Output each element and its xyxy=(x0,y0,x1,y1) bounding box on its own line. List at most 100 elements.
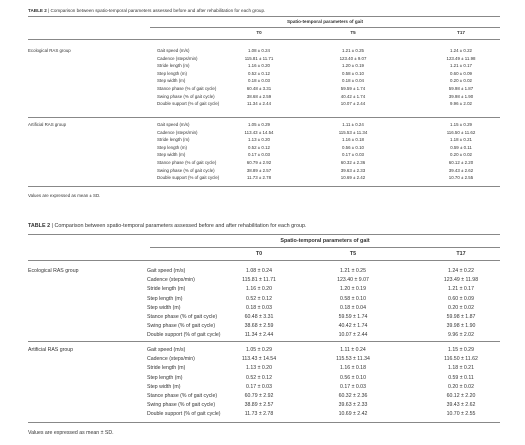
row-value: 9.96 ± 2.02 xyxy=(448,332,474,339)
column-header-t0: T0 xyxy=(256,30,262,35)
row-value: 115.81 ± 11.71 xyxy=(242,277,276,284)
row-parameter: Stance phase (% of gait cycle) xyxy=(157,160,217,165)
row-value: 123.49 ± 11.98 xyxy=(443,277,479,284)
table-caption: TABLE 2 | Comparison between spatio-temp… xyxy=(28,8,265,13)
row-value: 1.21 ± 0.25 xyxy=(342,48,364,53)
table-bottom-rule xyxy=(28,186,500,187)
header-rule xyxy=(28,39,500,40)
row-value: 39.63 ± 2.33 xyxy=(340,167,366,173)
column-header-t5: T5 xyxy=(349,251,357,257)
row-value: 1.20 ± 0.19 xyxy=(340,286,366,293)
row-value: 59.59 ± 1.74 xyxy=(338,314,368,320)
row-value: 116.50 ± 11.62 xyxy=(444,356,478,363)
row-value: 1.13 ± 0.20 xyxy=(246,365,272,372)
group-name: Ecological RAS group xyxy=(28,268,79,274)
column-header-t0: T0 xyxy=(255,251,263,257)
row-value: 10.07 ± 2.44 xyxy=(340,101,366,107)
row-value: 1.21 ± 0.25 xyxy=(340,268,366,274)
row-value: 0.52 ± 0.12 xyxy=(248,144,270,150)
row-value: 0.56 ± 0.10 xyxy=(342,144,364,150)
group-name: Artificial RAS group xyxy=(28,122,67,127)
row-value: 115.81 ± 11.71 xyxy=(244,55,274,61)
row-value: 1.08 ± 0.24 xyxy=(246,268,272,274)
row-parameter: Swing phase (% of gait cycle) xyxy=(147,323,216,330)
row-value: 40.42 ± 1.74 xyxy=(340,93,366,99)
row-value: 0.18 ± 0.03 xyxy=(246,304,272,311)
row-value: 59.98 ± 1.87 xyxy=(448,86,474,91)
row-value: 11.73 ± 2.78 xyxy=(246,175,272,181)
table-caption-label: TABLE 2 xyxy=(28,8,47,13)
row-parameter: Stride length (m) xyxy=(157,63,190,69)
row-value: 60.48 ± 3.31 xyxy=(246,86,272,91)
table-caption: TABLE 2 | Comparison between spatio-temp… xyxy=(28,223,306,229)
header-spanner: Spatio-temporal parameters of gait xyxy=(286,19,364,24)
spanner-rule xyxy=(150,247,500,248)
row-parameter: Stride length (m) xyxy=(147,365,186,372)
row-parameter: Stride length (m) xyxy=(147,286,186,293)
row-value: 10.69 ± 2.42 xyxy=(340,175,366,181)
row-value: 10.69 ± 2.42 xyxy=(338,411,368,418)
row-value: 38.68 ± 2.59 xyxy=(246,93,272,99)
column-header-t17: T17 xyxy=(456,251,466,257)
row-value: 0.59 ± 0.11 xyxy=(450,144,472,150)
group-divider-rule xyxy=(28,117,500,118)
table-footnote: Values are expressed as mean ± SD. xyxy=(28,193,101,198)
header-spanner: Spatio-temporal parameters of gait xyxy=(280,238,370,244)
row-value: 60.12 ± 2.20 xyxy=(448,160,474,165)
row-value: 1.24 ± 0.22 xyxy=(448,268,474,274)
row-value: 10.70 ± 2.55 xyxy=(446,411,476,418)
group-divider-rule xyxy=(28,341,500,342)
table-caption-text: | Comparison between spatio-temporal par… xyxy=(46,8,266,13)
row-value: 0.59 ± 0.11 xyxy=(448,374,474,381)
row-parameter: Stance phase (% of gait cycle) xyxy=(147,314,218,320)
table-footnote: Values are expressed as mean ± SD. xyxy=(28,430,114,436)
row-parameter: Cadence (steps/min) xyxy=(147,277,195,284)
row-parameter: Gait speed (m/s) xyxy=(157,122,190,127)
table-caption-text: | Comparison between spatio-temporal par… xyxy=(50,223,307,229)
row-value: 39.43 ± 2.62 xyxy=(448,167,474,173)
row-value: 0.56 ± 0.10 xyxy=(340,374,366,381)
row-parameter: Cadence (steps/min) xyxy=(157,129,198,135)
row-value: 0.60 ± 0.09 xyxy=(448,295,474,302)
table-top-rule xyxy=(28,234,500,235)
row-value: 11.34 ± 2.44 xyxy=(246,101,272,107)
row-value: 1.20 ± 0.19 xyxy=(342,63,364,69)
row-value: 40.42 ± 1.74 xyxy=(338,323,368,330)
row-value: 60.48 ± 3.31 xyxy=(244,314,274,320)
row-parameter: Step width (m) xyxy=(147,383,181,390)
row-value: 38.89 ± 2.57 xyxy=(246,167,272,173)
row-value: 115.53 ± 11.34 xyxy=(336,356,370,363)
row-value: 0.60 ± 0.09 xyxy=(450,70,472,76)
row-parameter: Step length (m) xyxy=(147,374,183,381)
row-value: 60.32 ± 2.36 xyxy=(340,160,366,165)
row-value: 1.21 ± 0.17 xyxy=(448,286,474,293)
row-value: 38.89 ± 2.57 xyxy=(244,402,274,409)
row-value: 11.34 ± 2.44 xyxy=(244,332,274,339)
row-value: 60.32 ± 2.36 xyxy=(338,393,368,399)
row-parameter: Stance phase (% of gait cycle) xyxy=(157,86,217,91)
row-value: 60.79 ± 2.92 xyxy=(244,393,274,399)
row-value: 38.68 ± 2.59 xyxy=(244,323,274,330)
row-parameter: Double support (% of gait cycle) xyxy=(157,175,220,181)
column-header-t17: T17 xyxy=(457,30,465,35)
row-value: 0.20 ± 0.02 xyxy=(450,78,472,84)
row-value: 1.16 ± 0.20 xyxy=(246,286,272,293)
row-value: 1.13 ± 0.20 xyxy=(248,137,270,143)
row-value: 0.20 ± 0.02 xyxy=(448,304,474,311)
row-value: 1.08 ± 0.24 xyxy=(248,48,270,53)
row-value: 1.16 ± 0.20 xyxy=(248,63,270,69)
row-parameter: Gait speed (m/s) xyxy=(147,347,186,353)
row-parameter: Double support (% of gait cycle) xyxy=(147,411,221,418)
row-parameter: Step width (m) xyxy=(157,152,186,158)
row-parameter: Step width (m) xyxy=(147,304,181,311)
row-value: 0.18 ± 0.03 xyxy=(248,78,270,84)
row-value: 123.40 ± 9.07 xyxy=(337,277,369,284)
row-value: 1.15 ± 0.29 xyxy=(450,122,472,127)
row-value: 1.05 ± 0.29 xyxy=(248,122,270,127)
table-small: TABLE 2 | Comparison between spatio-temp… xyxy=(0,0,525,210)
row-value: 0.20 ± 0.02 xyxy=(450,152,472,158)
row-value: 0.20 ± 0.02 xyxy=(448,383,474,390)
row-parameter: Stance phase (% of gait cycle) xyxy=(147,393,218,399)
row-parameter: Gait speed (m/s) xyxy=(147,268,186,274)
row-value: 0.52 ± 0.12 xyxy=(246,374,272,381)
